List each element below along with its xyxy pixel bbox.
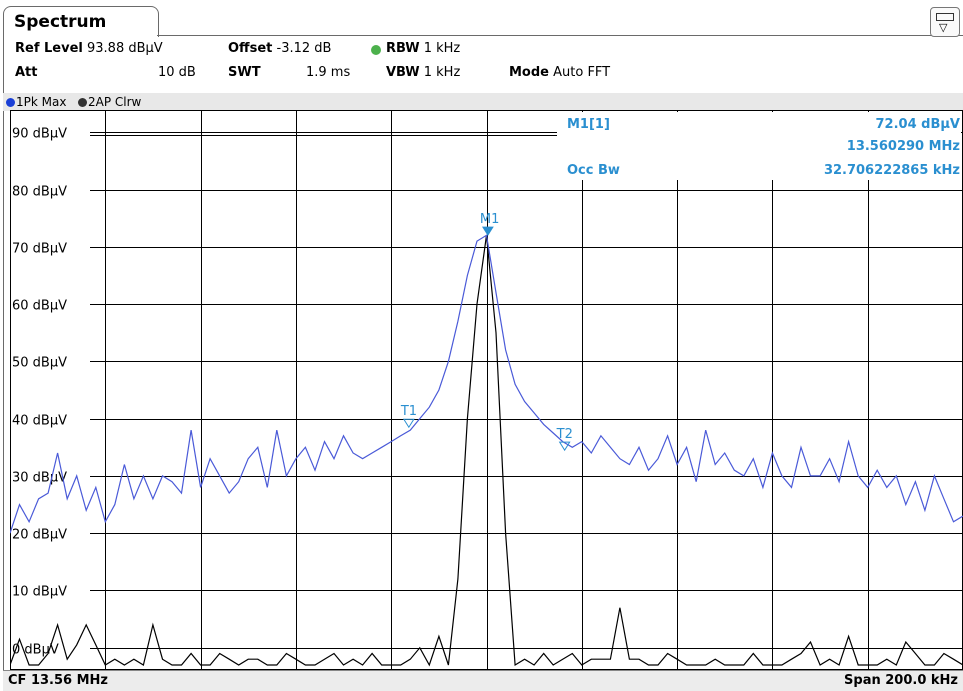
ref-level-value: 93.88 dBµV — [87, 41, 163, 56]
vbw-value: 1 kHz — [423, 65, 461, 80]
center-frequency: CF 13.56 MHz — [8, 673, 108, 688]
trace-legend-bar: 1Pk Max 2AP Clrw — [3, 93, 963, 111]
att-label-cell: Att — [15, 65, 38, 80]
marker-m1-icon[interactable] — [481, 226, 494, 237]
marker-t2-label: T2 — [556, 427, 573, 442]
trace1-line — [10, 234, 963, 534]
y-tick-label: 80 dBµV — [12, 185, 67, 200]
offset-value: -3.12 dB — [276, 41, 332, 56]
ref-level-label: Ref Level — [15, 41, 83, 56]
vbw-row: VBW 1 kHz — [386, 65, 460, 80]
spectrum-plot[interactable]: 90 dBµV 80 dBµV 70 dBµV 60 dBµV 50 dBµV 40 dB… — [10, 110, 963, 670]
occbw-value: 32.706222865 kHz — [824, 163, 960, 178]
mode-label: Mode — [509, 65, 549, 80]
mode-value: Auto FFT — [553, 65, 611, 80]
trace2-label: 2AP Clrw — [88, 95, 142, 109]
swt-value: 1.9 ms — [306, 65, 351, 80]
ref-level-row: Ref Level 93.88 dBµV — [15, 41, 163, 56]
y-tick-label: 70 dBµV — [12, 242, 67, 257]
y-tick-label: 30 dBµV — [12, 471, 67, 486]
rbw-value: 1 kHz — [423, 41, 461, 56]
y-tick-label: 40 dBµV — [12, 414, 67, 429]
offset-row: Offset -3.12 dB — [228, 41, 331, 56]
marker-t1-label: T1 — [400, 404, 417, 419]
offset-status-led — [371, 45, 381, 55]
trace2-dot-icon — [78, 98, 87, 107]
window-menu-icon — [936, 13, 954, 21]
tab-divider — [157, 35, 963, 36]
offset-label: Offset — [228, 41, 273, 56]
trace2-legend[interactable]: 2AP Clrw — [78, 95, 141, 109]
marker-t2-icon[interactable] — [558, 441, 571, 452]
plot-border — [10, 110, 963, 670]
mode-row: Mode Auto FFT — [509, 65, 610, 80]
y-tick-label: 10 dBµV — [12, 585, 67, 600]
marker-t1-icon[interactable] — [402, 418, 415, 429]
y-tick-label: 20 dBµV — [12, 528, 67, 543]
trace1-dot-icon — [6, 98, 15, 107]
tab-spectrum[interactable]: Spectrum — [3, 6, 159, 37]
att-value: 10 dB — [158, 65, 196, 80]
window-menu-button[interactable]: ▽ — [930, 7, 960, 37]
marker-m1-label: M1 — [480, 212, 500, 227]
marker-info-panel — [557, 112, 961, 180]
y-tick-label: 90 dBµV — [12, 127, 67, 142]
marker-info-frequency: 13.560290 MHz — [847, 139, 960, 154]
swt-label-cell: SWT — [228, 65, 261, 80]
trace1-label: 1Pk Max — [16, 95, 67, 109]
occbw-label: Occ Bw — [567, 163, 620, 178]
att-label: Att — [15, 65, 38, 80]
marker-info-level: 72.04 dBµV — [876, 117, 961, 132]
y-tick-label: 0 dBµV — [12, 643, 59, 658]
rbw-label: RBW — [386, 41, 420, 56]
swt-label: SWT — [228, 65, 261, 80]
trace1-legend[interactable]: 1Pk Max — [6, 95, 66, 109]
y-tick-label: 50 dBµV — [12, 356, 67, 371]
tab-spectrum-label: Spectrum — [14, 12, 107, 32]
span-value: Span 200.0 kHz — [844, 673, 958, 688]
y-tick-label: 60 dBµV — [12, 299, 67, 314]
rbw-row: RBW 1 kHz — [386, 41, 460, 56]
marker-info-label: M1[1] — [567, 117, 610, 132]
vbw-label: VBW — [386, 65, 420, 80]
window-left-border — [3, 35, 4, 690]
trace2-line — [10, 235, 963, 667]
dropdown-triangle-icon: ▽ — [939, 21, 948, 34]
footer-bar: CF 13.56 MHz Span 200.0 kHz — [3, 670, 963, 691]
